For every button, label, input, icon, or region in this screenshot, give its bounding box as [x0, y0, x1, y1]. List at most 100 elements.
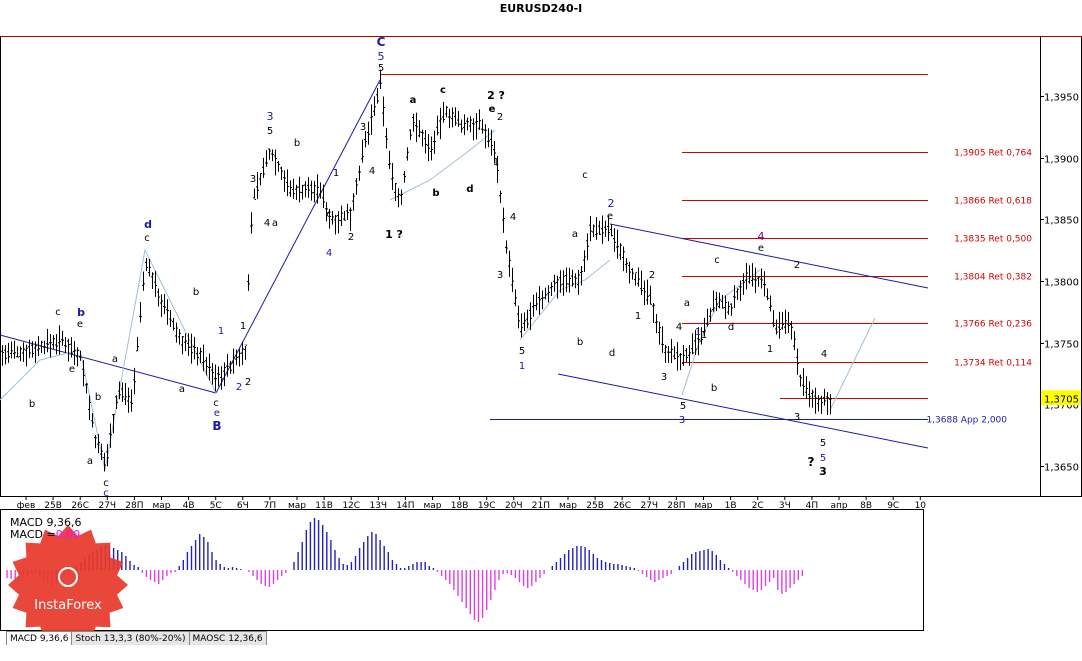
wave-label: 3	[794, 412, 800, 423]
x-tick-label: 27Ч	[640, 501, 658, 511]
x-tick-label: 25В	[586, 501, 604, 511]
wave-label: e	[489, 104, 496, 115]
wave-label: 1	[767, 344, 773, 355]
wave-label: e	[214, 408, 220, 419]
wave-label: 3	[250, 174, 256, 185]
wave-label: d	[609, 348, 615, 359]
x-tick-label: мар	[152, 501, 170, 511]
wave-label: e	[69, 364, 75, 375]
fib-level-label: 1,3835 Ret 0,500	[954, 235, 1032, 245]
wave-label: 1	[333, 168, 339, 179]
logo-emblem-icon	[58, 567, 78, 587]
wave-path	[0, 248, 217, 471]
x-tick-label: мар	[288, 501, 306, 511]
x-tick-label: мар	[423, 501, 441, 511]
x-tick-label: 11В	[315, 501, 333, 511]
wave-label: 4	[676, 322, 682, 333]
x-tick-label: 28П	[125, 501, 143, 511]
wave-label: 4	[264, 218, 270, 229]
app-level-label: 1,3688 App 2,000	[926, 416, 1007, 426]
wave-path	[829, 317, 876, 411]
x-tick-label: 26С	[613, 501, 631, 511]
y-tick-label: 1,3900	[1044, 155, 1079, 166]
wave-label: 1	[218, 326, 224, 337]
x-tick-label: 2С	[752, 501, 764, 511]
wave-label: c	[103, 478, 109, 489]
wave-label: b	[432, 188, 439, 199]
wave-label: c	[144, 233, 150, 244]
y-tick-label: 1,3850	[1044, 216, 1079, 227]
wave-label: 3	[679, 415, 685, 426]
fib-level-label: 1,3905 Ret 0,764	[954, 149, 1032, 159]
trend-line	[609, 223, 929, 289]
y-tick-label: 1,3800	[1044, 278, 1079, 289]
wave-label: 2	[497, 112, 503, 123]
macd-value: 0,00	[55, 528, 81, 541]
wave-label: a	[410, 95, 417, 106]
fib-level-label: 1,3766 Ret 0,236	[954, 320, 1032, 330]
wave-label: ?	[808, 455, 815, 469]
wave-label: B	[212, 419, 221, 433]
wave-label: 4	[510, 212, 516, 223]
wave-label: d	[728, 322, 734, 333]
wave-label: 2 ?	[487, 89, 505, 102]
indicator-tabs: MACD 9,36,6 Stoch 13,3,3 (80%-20%) MAOSC…	[6, 631, 267, 645]
wave-label: b	[711, 383, 717, 394]
wave-label: b	[193, 287, 199, 298]
wave-label: b	[77, 306, 85, 319]
x-tick-label: 14П	[396, 501, 414, 511]
wave-label: d	[466, 184, 473, 195]
wave-label: c	[103, 488, 109, 499]
x-tick-label: 13Ч	[369, 501, 387, 511]
wave-label: 3	[497, 270, 503, 281]
y-tick-label: 1,3750	[1044, 340, 1079, 351]
wave-label: 2	[245, 377, 251, 388]
wave-label: 1 ?	[385, 228, 403, 241]
x-tick-label: 5С	[210, 501, 222, 511]
chart-title: EURUSD240-I	[499, 2, 583, 15]
tab-maosc[interactable]: MAOSC 12,36,6	[188, 631, 267, 645]
x-tick-label: 20Ч	[505, 501, 523, 511]
x-tick-label: 21П	[532, 501, 550, 511]
wave-label: a	[572, 229, 578, 240]
wave-label: 4	[369, 166, 375, 177]
x-tick-label: 3Ч	[779, 501, 791, 511]
wave-label: a	[179, 384, 185, 395]
wave-label: 1	[635, 311, 641, 322]
wave-label: 5	[680, 401, 686, 412]
wave-label: a	[87, 456, 93, 467]
wave-label: 1	[240, 321, 246, 332]
wave-label: 1	[695, 327, 701, 338]
x-tick-label: 12С	[342, 501, 360, 511]
wave-label: C	[377, 35, 386, 49]
wave-label: 2	[608, 197, 615, 210]
wave-label: 4	[758, 230, 765, 243]
wave-label: b	[29, 399, 35, 410]
y-tick-label: 1,3950	[1044, 93, 1079, 104]
x-tick-label: 4П	[806, 501, 819, 511]
trend-line	[557, 373, 929, 449]
tab-stoch[interactable]: Stoch 13,3,3 (80%-20%)	[71, 631, 190, 645]
wave-label: 1	[519, 361, 525, 372]
y-tick-label: 1,3650	[1044, 463, 1079, 474]
wave-label: 5	[267, 126, 273, 137]
wave-label: 4	[821, 349, 827, 360]
wave-label: 1	[493, 157, 499, 168]
x-tick-label: 27Ч	[98, 501, 116, 511]
wave-label: 3	[267, 110, 274, 123]
wave-path	[389, 129, 496, 201]
x-tick-label: 18В	[451, 501, 469, 511]
wave-label: a	[112, 354, 118, 365]
trend-line	[215, 79, 381, 394]
wave-label: c	[582, 170, 588, 181]
wave-label: e	[77, 319, 83, 330]
wave-label: c	[55, 307, 61, 318]
macd-panel-frame	[0, 509, 924, 631]
wave-label: 2	[794, 260, 800, 271]
wave-label: 2	[236, 382, 242, 393]
current-price-label: 1,3705	[1044, 394, 1079, 405]
x-tick-label: апр	[830, 501, 847, 511]
wave-label: 2	[649, 270, 655, 281]
tab-macd[interactable]: MACD 9,36,6	[6, 631, 73, 645]
